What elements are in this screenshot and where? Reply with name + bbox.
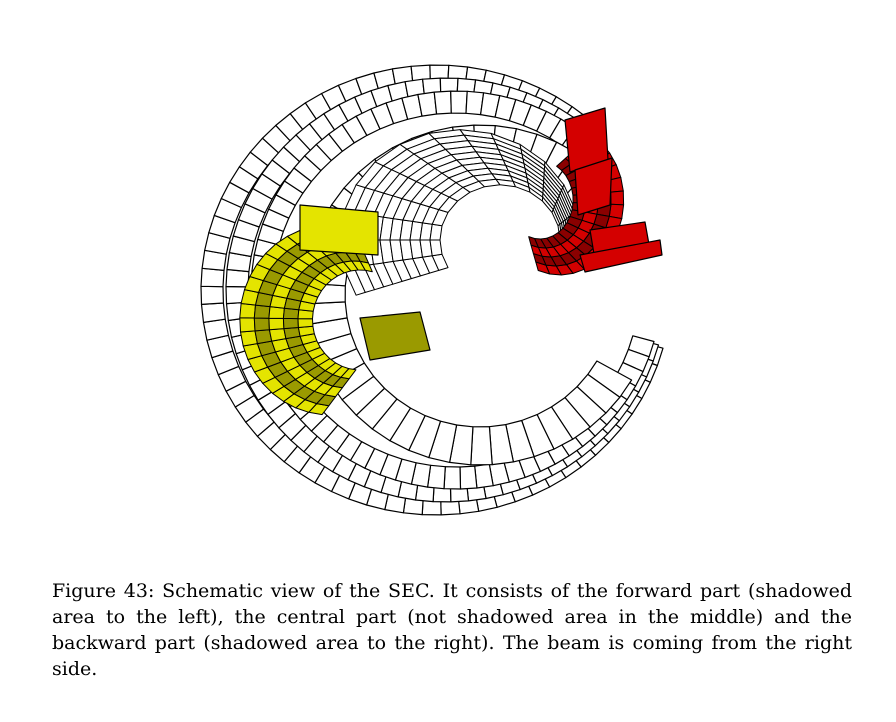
backward-part-shadowed-right xyxy=(528,107,663,276)
forward-module xyxy=(240,330,258,347)
outer-module-cell xyxy=(200,302,226,323)
forward-module xyxy=(239,303,256,319)
outer-module-cell xyxy=(200,267,225,288)
outer-module-cell xyxy=(450,90,468,114)
forward-module xyxy=(297,318,314,328)
forward-module xyxy=(268,328,287,342)
outer-module-cell xyxy=(433,90,452,115)
outer-module-cell xyxy=(443,466,462,490)
figure-caption: Figure 43: Schematic view of the SEC. It… xyxy=(52,578,852,682)
outer-module-cell xyxy=(225,268,250,288)
figure-caption-label: Figure 43: xyxy=(52,580,155,602)
outer-module-cell xyxy=(459,465,478,490)
forward-module xyxy=(253,304,271,319)
central-cell xyxy=(429,239,443,257)
backward-module xyxy=(528,236,539,248)
forward-module xyxy=(253,317,270,332)
backward-module xyxy=(610,190,625,206)
backward-fin xyxy=(574,157,613,216)
forward-module xyxy=(254,329,273,345)
forward-module xyxy=(268,317,285,331)
forward-module xyxy=(239,317,256,333)
radial-block xyxy=(470,426,493,466)
figure xyxy=(200,64,664,516)
forward-module xyxy=(282,317,299,330)
figure-caption-text: Schematic view of the SEC. It consists o… xyxy=(52,580,852,680)
outer-module-cell xyxy=(474,463,494,489)
forward-block xyxy=(299,204,379,256)
backward-fin xyxy=(579,239,663,273)
forward-block xyxy=(359,311,431,361)
central-cell xyxy=(429,223,443,241)
outer-barrel-modules xyxy=(200,64,664,516)
forward-part-shadowed-left xyxy=(239,204,431,416)
outer-module-cell xyxy=(200,285,224,305)
forward-module xyxy=(359,260,373,273)
forward-module xyxy=(283,327,301,340)
sec-schematic-drawing xyxy=(200,64,664,516)
